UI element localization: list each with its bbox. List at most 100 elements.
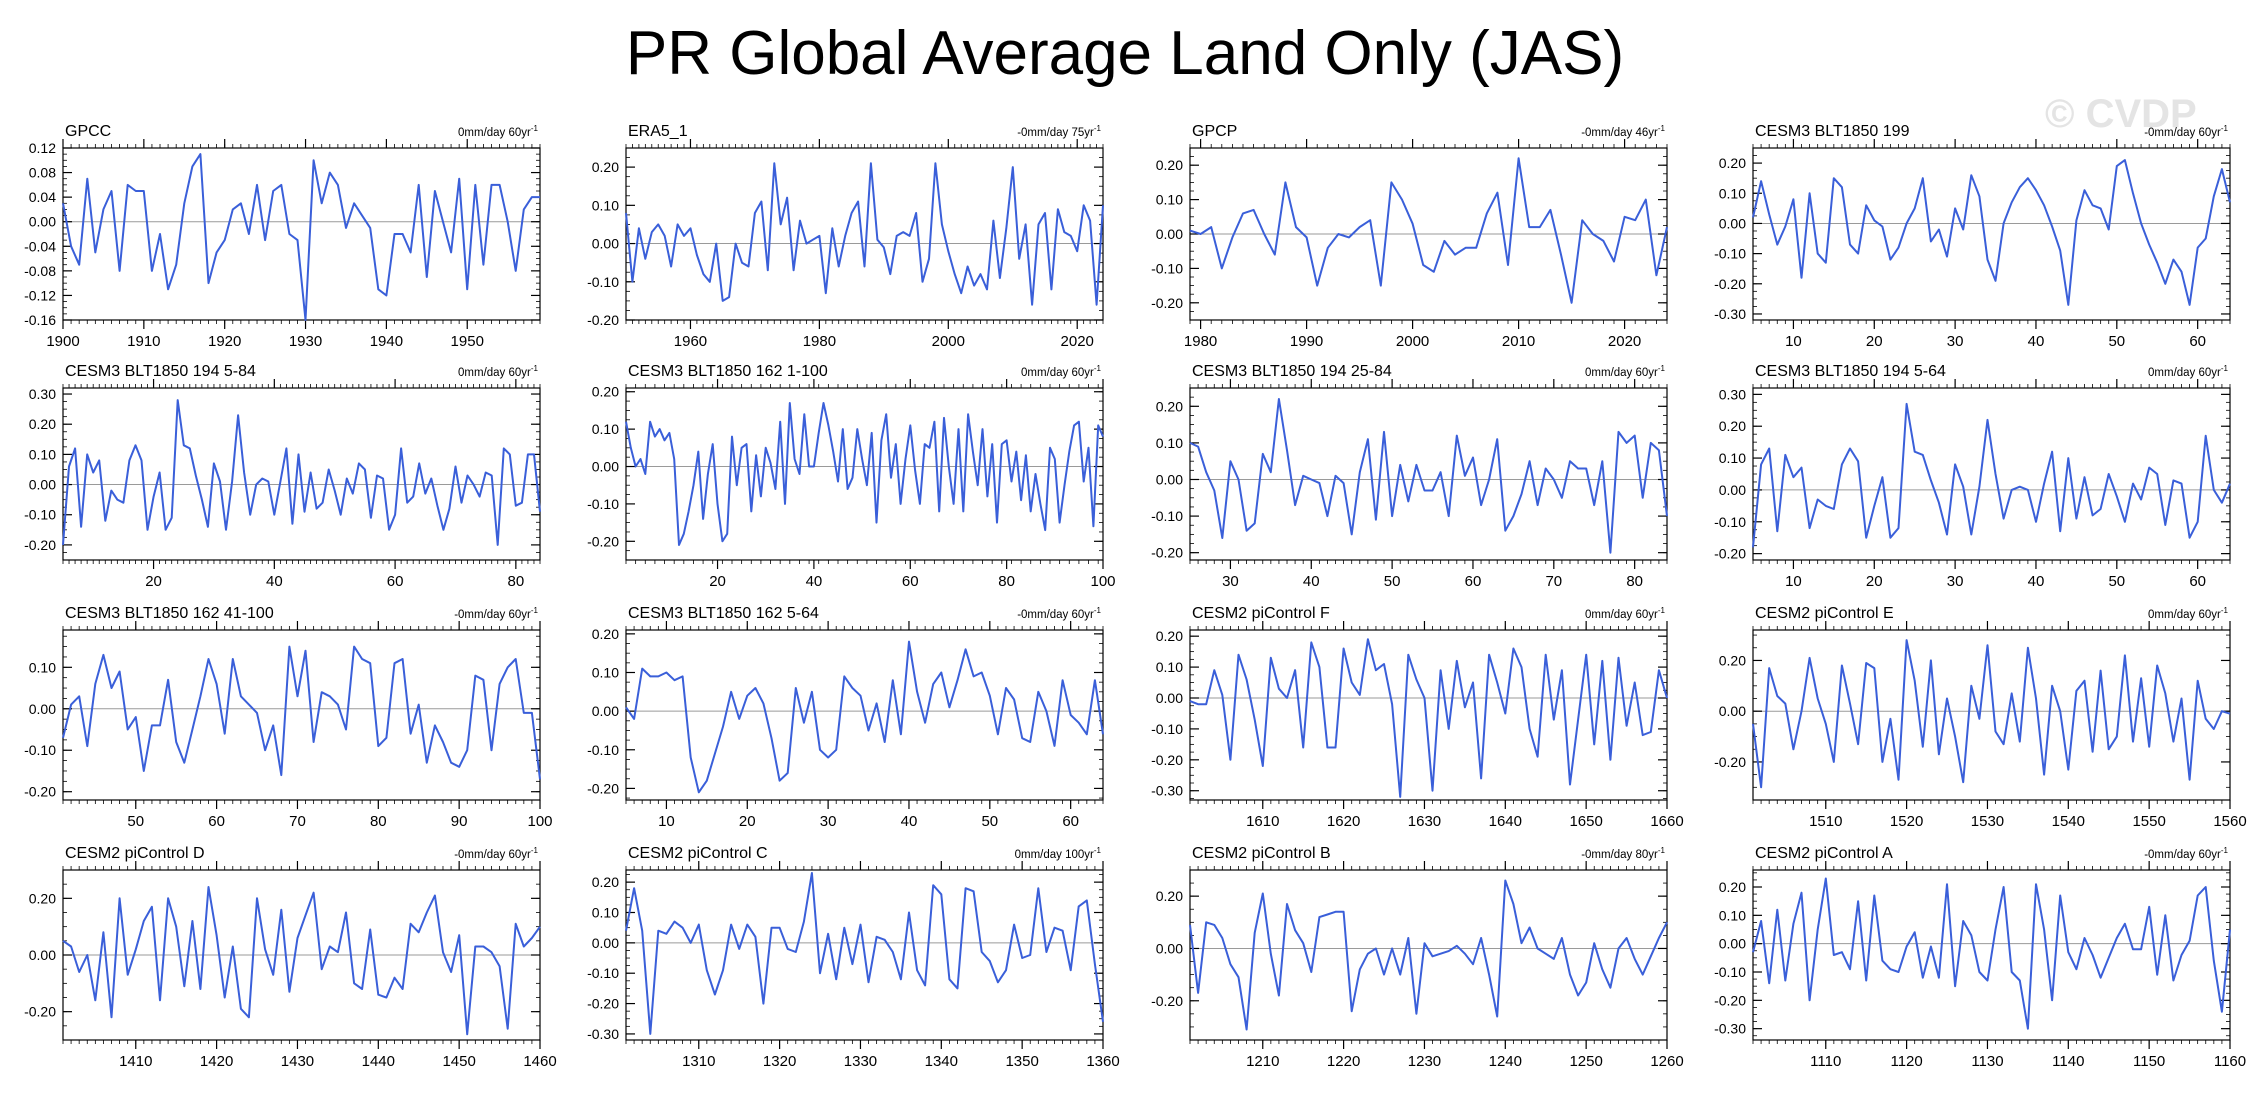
panel-title: CESM2 piControl B <box>1192 845 1331 862</box>
x-tick-label: 1340 <box>925 1053 958 1070</box>
chart-panel: 1310 1320 1330 1340 1350 1360 -0.30 -0.20 -0.10 0… <box>587 845 1120 1070</box>
trend-exponent: -1 <box>2221 124 2229 133</box>
y-tick-label: 0.20 <box>1156 398 1183 414</box>
x-tick-label: 1320 <box>763 1053 796 1070</box>
y-tick-label: 0.00 <box>1719 215 1746 231</box>
chart-panel: 1900 1910 1920 1930 1940 1950 -0.16 -0.12 -0.08 -… <box>24 123 541 350</box>
x-tick-label: 1980 <box>803 333 836 350</box>
panel-trend: -0mm/day 60yr-1 <box>2144 846 2228 861</box>
x-tick-label: 80 <box>370 813 387 830</box>
plot-frame <box>625 387 1104 561</box>
y-tick-label: 0.00 <box>1156 471 1183 487</box>
plot-frame <box>62 629 541 801</box>
x-tick-label: 1900 <box>46 333 79 350</box>
panel-trend: 0mm/day 60yr-1 <box>1585 606 1666 621</box>
y-tick-label: -0.20 <box>24 1004 56 1020</box>
y-tick-label: -0.20 <box>587 533 619 549</box>
trend-exponent: -1 <box>1094 606 1102 615</box>
y-tick-label: 0.10 <box>592 905 619 921</box>
y-tick-label: 0.00 <box>592 459 619 475</box>
y-tick-label: -0.20 <box>1151 545 1183 561</box>
y-tick-label: 0.20 <box>29 416 56 432</box>
y-tick-label: -0.10 <box>587 274 619 290</box>
chart-panel: 30 40 50 60 70 80 -0.20 -0.10 0.00 0.10 0.20 CESM3 … <box>1151 363 1668 590</box>
trend-exponent: -1 <box>1658 364 1666 373</box>
panel-title: ERA5_1 <box>628 123 688 140</box>
y-tick-label: -0.12 <box>24 287 56 303</box>
x-tick-label: 1560 <box>2213 813 2246 830</box>
y-tick-label: 0.20 <box>592 874 619 890</box>
panel-title: CESM3 BLT1850 194 5-84 <box>65 363 256 380</box>
panel-title: CESM2 piControl D <box>65 845 205 862</box>
y-tick-label: 0.20 <box>592 626 619 642</box>
plot-frame <box>1752 629 2231 801</box>
panel-title: CESM3 BLT1850 199 <box>1755 123 1910 140</box>
cvdp-watermark: © CVDP <box>2045 92 2197 136</box>
x-tick-label: 1430 <box>281 1053 314 1070</box>
y-tick-label: 0.10 <box>1719 450 1746 466</box>
x-tick-label: 1310 <box>682 1053 715 1070</box>
x-tick-label: 70 <box>289 813 306 830</box>
series-line <box>1752 402 2231 548</box>
series-line <box>1189 879 1668 1031</box>
panel-title: CESM2 piControl E <box>1755 605 1894 622</box>
x-tick-label: 2000 <box>932 333 965 350</box>
y-tick-label: 0.30 <box>29 386 56 402</box>
x-tick-label: 40 <box>266 573 283 590</box>
x-tick-label: 60 <box>1062 813 1079 830</box>
x-tick-label: 1640 <box>1489 813 1522 830</box>
x-tick-label: 50 <box>1384 573 1401 590</box>
x-tick-label: 1220 <box>1327 1053 1360 1070</box>
trend-exponent: -1 <box>2221 364 2229 373</box>
x-tick-label: 90 <box>451 813 468 830</box>
x-tick-label: 80 <box>1626 573 1643 590</box>
x-tick-label: 30 <box>1947 333 1964 350</box>
y-tick-label: 0.10 <box>592 665 619 681</box>
y-tick-label: 0.00 <box>592 935 619 951</box>
x-tick-label: 30 <box>1222 573 1239 590</box>
series-line <box>62 645 541 780</box>
x-tick-label: 20 <box>709 573 726 590</box>
trend-exponent: -1 <box>1094 364 1102 373</box>
y-tick-label: 0.10 <box>592 421 619 437</box>
x-tick-label: 60 <box>1465 573 1482 590</box>
plot-frame <box>1752 387 2231 561</box>
x-tick-label: 1510 <box>1809 813 1842 830</box>
x-tick-label: 1110 <box>1810 1053 1841 1070</box>
series-line <box>625 640 1104 794</box>
y-tick-label: 0.10 <box>1156 659 1183 675</box>
y-tick-label: 0.20 <box>1719 879 1746 895</box>
y-tick-label: 0.20 <box>1156 888 1183 904</box>
series-line <box>1189 638 1668 798</box>
panel-title: CESM3 BLT1850 194 5-64 <box>1755 363 1946 380</box>
x-tick-label: 1260 <box>1650 1053 1683 1070</box>
x-tick-label: 2020 <box>1608 333 1641 350</box>
y-tick-label: -0.16 <box>24 312 56 328</box>
x-tick-label: 1350 <box>1005 1053 1038 1070</box>
plot-frame <box>62 387 541 561</box>
y-tick-label: 0.20 <box>592 384 619 400</box>
plot-frame <box>1752 869 2231 1041</box>
panel-trend: -0mm/day 60yr-1 <box>1017 606 1101 621</box>
x-tick-label: 60 <box>2189 573 2206 590</box>
x-tick-label: 60 <box>2189 333 2206 350</box>
chart-panel: 1410 1420 1430 1440 1450 1460 -0.20 0.00 0.20 CES… <box>24 845 557 1070</box>
y-tick-label: 0.10 <box>29 446 56 462</box>
y-tick-label: 0.00 <box>1719 482 1746 498</box>
panel-title: CESM2 piControl F <box>1192 605 1330 622</box>
series-line <box>1189 157 1668 304</box>
x-tick-label: 1960 <box>674 333 707 350</box>
x-tick-label: 1950 <box>451 333 484 350</box>
series-line <box>1752 877 2231 1030</box>
y-tick-label: -0.10 <box>1151 508 1183 524</box>
x-tick-label: 1910 <box>127 333 160 350</box>
panel-trend: -0mm/day 60yr-1 <box>2144 124 2228 139</box>
x-tick-label: 40 <box>806 573 823 590</box>
plot-frame <box>1189 629 1668 801</box>
y-tick-label: 0.20 <box>1156 628 1183 644</box>
x-tick-label: 1410 <box>119 1053 152 1070</box>
chart-panel: 20 40 60 80 100 -0.20 -0.10 0.00 0.10 0.20 CESM3 B… <box>587 363 1115 590</box>
y-tick-label: -0.20 <box>1151 752 1183 768</box>
x-tick-label: 1230 <box>1408 1053 1441 1070</box>
x-tick-label: 100 <box>527 813 552 830</box>
